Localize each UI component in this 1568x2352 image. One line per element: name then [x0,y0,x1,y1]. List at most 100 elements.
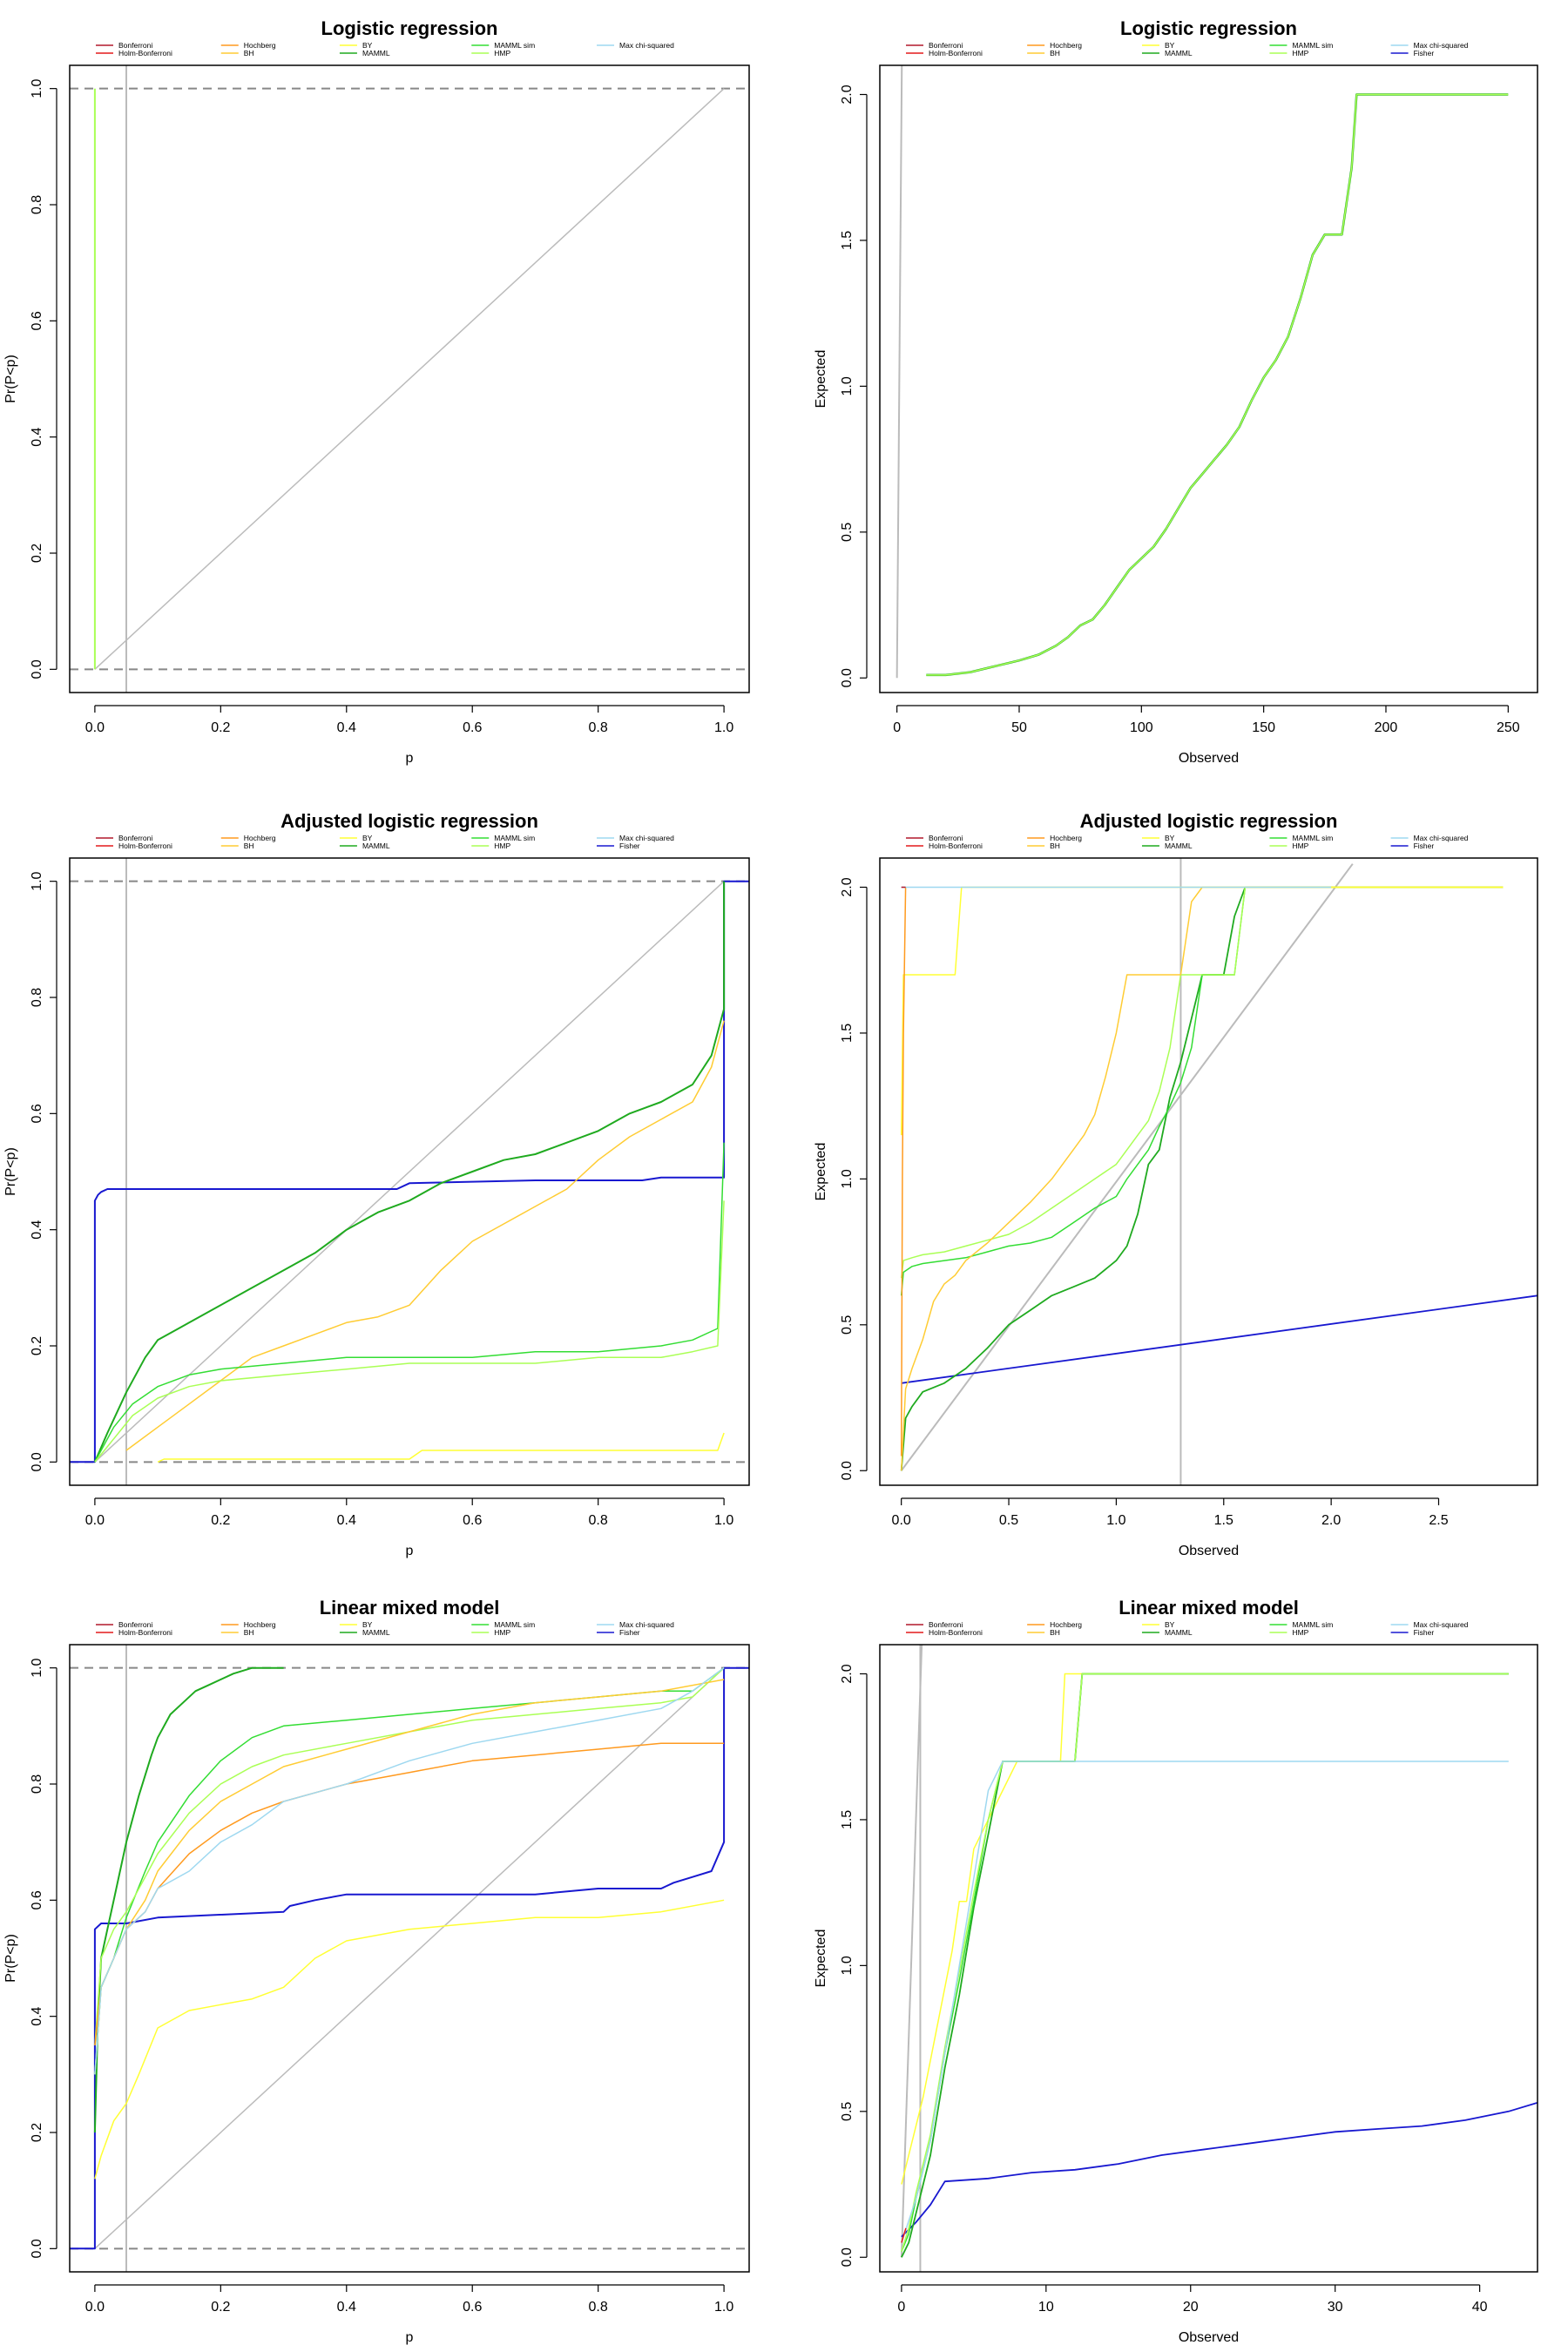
series-line-by [94,1899,725,2180]
series-line-mamml-sim [900,886,1504,1296]
legend-label: Hochberg [244,1620,276,1629]
legend-label: MAMML sim [494,834,535,842]
y-tick-label: 1.0 [30,871,44,890]
x-axis: 0.0 0.2 0.4 0.6 0.8 1.0 [85,1497,733,1528]
legend-entry: Hochberg [1027,834,1082,842]
series-line-hochberg [900,887,907,1456]
legend-label: Holm-Bonferroni [929,841,983,850]
legend-label: Hochberg [244,834,276,842]
reference-line [900,1645,923,2258]
x-tick-label: 0.2 [211,720,230,735]
diagonal-reference-line [94,881,725,1463]
legend-entry: MAMML sim [1269,834,1333,842]
legend-label: MAMML sim [494,41,535,50]
y-tick-label: 0.0 [30,2239,44,2258]
y-tick-label: 1.0 [840,376,855,395]
legend-entry: Bonferroni [96,1620,152,1629]
y-axis-label: Expected [814,350,828,409]
x-tick-label: 0.4 [337,1513,356,1528]
legend-entry: Max chi-squared [597,41,674,50]
legend-entry: BY [339,834,373,842]
y-tick-label: 0.4 [30,2006,44,2025]
x-tick-label: 250 [1497,720,1520,735]
legend-entry: Bonferroni [96,41,152,50]
series-line-hmp [900,886,1504,1279]
legend-label: MAMML sim [1292,41,1333,50]
legend-entry: Bonferroni [906,1620,963,1629]
legend-entry: HMP [471,49,510,57]
legend-entry: BH [1027,49,1060,57]
legend-label: Max chi-squared [619,41,674,50]
legend-entry: HMP [471,1628,510,1637]
x-axis-label: Observed [1179,751,1239,766]
legend-entry: BH [220,841,254,850]
legend-label: BH [244,841,254,850]
legend-label: BH [1050,49,1060,57]
x-tick-label: 1.0 [714,720,733,735]
plot-area [900,1645,1538,2272]
legend-entry: Fisher [597,841,640,850]
legend-label: HMP [494,49,510,57]
legend-label: Bonferroni [929,1620,963,1629]
plot-area [70,858,749,1485]
legend-entry: Hochberg [1027,41,1082,50]
y-tick-label: 0.6 [30,1104,44,1123]
y-axis-label: Expected [814,1930,828,1988]
legend-label: MAMML [362,49,390,57]
legend-entry: Fisher [1390,841,1435,850]
x-tick-label: 50 [1011,720,1027,735]
x-tick-label: 2.5 [1429,1513,1448,1528]
legend-entry: BY [339,41,373,50]
y-tick-label: 1.5 [840,1024,855,1043]
x-tick-label: 10 [1038,2300,1054,2315]
legend-label: BY [362,834,373,842]
x-tick-label: 0.0 [892,1513,911,1528]
legend-entry: Bonferroni [906,834,963,842]
legend-entry: Max chi-squared [1390,834,1469,842]
x-tick-label: 0 [893,720,901,735]
legend-label: Hochberg [244,41,276,50]
series-line-by [900,886,1504,1136]
legend-label: Bonferroni [118,1620,152,1629]
legend-entry: Max chi-squared [1390,41,1469,50]
x-tick-label: 40 [1472,2300,1488,2315]
legend-label: MAMML [362,1628,390,1637]
legend-label: Fisher [1414,1628,1435,1637]
y-tick-label: 2.0 [840,1664,855,1683]
legend-label: Hochberg [1050,41,1082,50]
x-tick-label: 0.2 [211,1513,230,1528]
y-tick-label: 0.2 [30,1336,44,1355]
plot-frame [69,64,750,693]
y-tick-label: 0.2 [30,2123,44,2142]
legend-entry: Holm-Bonferroni [96,841,172,850]
legend-label: Fisher [1414,841,1435,850]
legend-entry: Fisher [1390,1628,1435,1637]
diagonal-reference-line [94,1667,725,2249]
x-tick-label: 0.0 [85,2300,105,2315]
plot-frame [879,64,1538,693]
legend-entry: Hochberg [220,1620,276,1629]
chart-title: Adjusted logistic regression [1080,810,1338,832]
legend-entry: Fisher [597,1628,640,1637]
legend-entry: HMP [1269,49,1309,57]
series-line-fisher [901,2101,1538,2238]
y-tick-label: 1.5 [840,1810,855,1829]
y-axis-label: Pr(P<p) [3,1934,18,1983]
y-axis: 0.0 0.2 0.4 0.6 0.8 1.0 [30,1658,57,2258]
legend-label: BH [244,1628,254,1637]
y-axis: 0.0 0.5 1.0 1.5 2.0 [840,84,868,687]
x-tick-label: 0.8 [589,1513,608,1528]
chart-panel-1: Logistic regression BonferroniHolm-Bonfer… [3,17,750,766]
x-tick-label: 0.8 [589,2300,608,2315]
y-tick-label: 0.0 [840,2247,855,2267]
legend-entry: HMP [1269,841,1309,850]
legend-label: MAMML sim [494,1620,535,1629]
legend-entry: Max chi-squared [597,1620,674,1629]
plot-frame [69,1644,750,2273]
legend-entry: MAMML [1141,1628,1193,1637]
legend-entry: Bonferroni [906,41,963,50]
legend-entry: BY [339,1620,373,1629]
legend-label: MAMML [1165,1628,1193,1637]
y-tick-label: 0.6 [30,311,44,330]
